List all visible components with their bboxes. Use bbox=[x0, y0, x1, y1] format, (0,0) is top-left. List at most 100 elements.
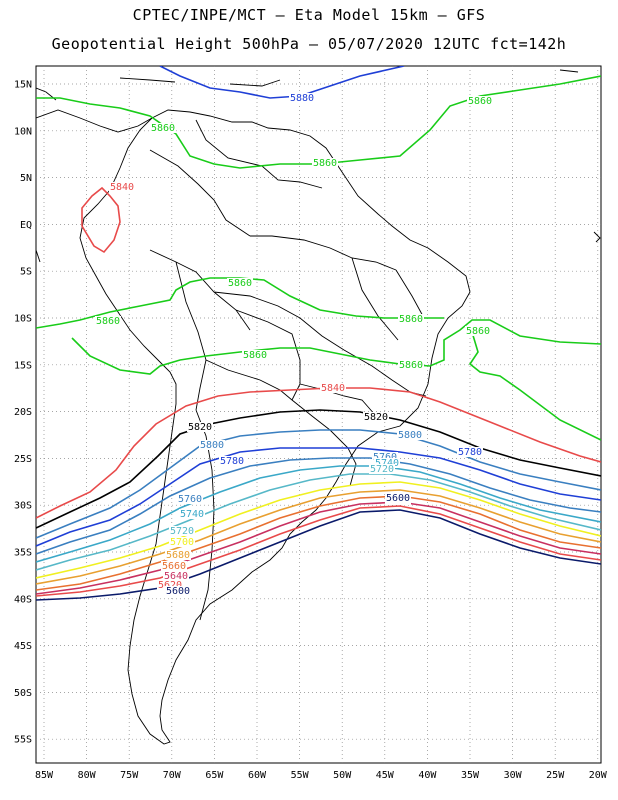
lat-tick-label: 5S bbox=[20, 267, 32, 278]
contour-label-5840: 5840 bbox=[321, 383, 345, 394]
contour-label-5860: 5860 bbox=[399, 360, 423, 371]
contour-label-background bbox=[372, 452, 398, 462]
contour-label-5640: 5640 bbox=[164, 571, 188, 582]
contour-label-background bbox=[177, 494, 203, 504]
latitude-tick-labels: 15N 10N 5N EQ 5S 10S 15S 20S 25S 30S 35S 40S 45S 50S 5… bbox=[14, 80, 32, 746]
lon-tick-label: 85W bbox=[35, 770, 54, 781]
contour-label-background bbox=[457, 447, 483, 457]
contour-label-background bbox=[289, 93, 315, 103]
lat-tick-label: 5N bbox=[20, 173, 32, 184]
contour-5640 bbox=[36, 501, 601, 595]
lat-lon-grid bbox=[36, 66, 601, 763]
contour-label-5720: 5720 bbox=[370, 464, 394, 475]
contour-label-5760: 5760 bbox=[373, 452, 397, 463]
lon-tick-label: 80W bbox=[78, 770, 97, 781]
lon-tick-label: 35W bbox=[461, 770, 480, 781]
lon-tick-label: 25W bbox=[546, 770, 565, 781]
contour-label-background bbox=[465, 326, 491, 336]
contour-label-5860: 5860 bbox=[468, 96, 492, 107]
contour-label-5740: 5740 bbox=[375, 458, 399, 469]
contour-label-5840: 5840 bbox=[110, 182, 134, 193]
contour-label-5860: 5860 bbox=[399, 314, 423, 325]
lat-tick-label: 10S bbox=[14, 314, 32, 325]
contour-label-5800: 5800 bbox=[398, 430, 422, 441]
contour-label-5600: 5600 bbox=[166, 586, 190, 597]
contour-label-background bbox=[242, 350, 268, 360]
contour-label-5880: 5880 bbox=[290, 93, 314, 104]
contour-label-background bbox=[398, 314, 424, 324]
chart-subtitle: Geopotential Height 500hPa – 05/07/2020 … bbox=[51, 35, 567, 53]
contour-label-5660: 5660 bbox=[162, 561, 186, 572]
lon-tick-label: 50W bbox=[333, 770, 352, 781]
lon-tick-label: 75W bbox=[120, 770, 139, 781]
lat-tick-label: 45S bbox=[14, 641, 32, 652]
contour-label-5700: 5700 bbox=[170, 537, 194, 548]
map-frame bbox=[35, 65, 602, 764]
lon-tick-label: 40W bbox=[418, 770, 437, 781]
contour-label-background bbox=[227, 278, 253, 288]
contour-label-background bbox=[363, 412, 389, 422]
contour-label-5600: 5600 bbox=[386, 493, 410, 504]
lon-tick-label: 70W bbox=[163, 770, 182, 781]
contour-5880 bbox=[159, 66, 405, 99]
south-america-coast bbox=[79, 109, 471, 745]
lat-tick-label: 35S bbox=[14, 548, 32, 559]
lat-tick-label: EQ bbox=[20, 220, 32, 231]
contour-label-5860: 5860 bbox=[243, 350, 267, 361]
contour-5800 bbox=[36, 429, 601, 539]
lon-tick-label: 60W bbox=[248, 770, 267, 781]
contour-label-5620: 5620 bbox=[158, 580, 182, 591]
lat-tick-label: 15S bbox=[14, 360, 32, 371]
contour-5680 bbox=[36, 489, 601, 585]
contour-label-background bbox=[374, 458, 400, 468]
lat-tick-label: 15N bbox=[14, 80, 32, 91]
lon-tick-label: 30W bbox=[504, 770, 523, 781]
contour-label-background bbox=[165, 550, 191, 560]
lat-tick-label: 20S bbox=[14, 407, 32, 418]
contour-label-background bbox=[312, 158, 338, 168]
lon-tick-label: 55W bbox=[291, 770, 310, 781]
lat-tick-label: 10N bbox=[14, 126, 32, 137]
contour-5840 bbox=[36, 387, 601, 519]
contour-label-background bbox=[161, 561, 187, 571]
lon-tick-label: 45W bbox=[376, 770, 395, 781]
longitude-tick-labels: 85W 80W 75W 70W 65W 60W 55W 50W 45W 40W 35W 30W 25W 2… bbox=[35, 770, 608, 781]
contour-label-background bbox=[157, 580, 183, 590]
lat-tick-label: 55S bbox=[14, 735, 32, 746]
contour-label-5860: 5860 bbox=[228, 278, 252, 289]
contour-label-background bbox=[219, 456, 245, 466]
contour-label-background bbox=[169, 526, 195, 536]
contour-5780 bbox=[36, 447, 601, 547]
chart-title: CPTEC/INPE/MCT – Eta Model 15km – GFS bbox=[132, 6, 486, 24]
contour-label-5860: 5860 bbox=[96, 316, 120, 327]
contour-label-background bbox=[320, 383, 346, 393]
lon-tick-label: 65W bbox=[205, 770, 224, 781]
contour-label-background bbox=[169, 537, 195, 547]
contour-label-5680: 5680 bbox=[166, 550, 190, 561]
central-america-coast bbox=[36, 109, 153, 133]
lat-tick-label: 40S bbox=[14, 594, 32, 605]
contour-label-background bbox=[165, 586, 191, 596]
contour-label-5860: 5860 bbox=[466, 326, 490, 337]
contour-label-background bbox=[109, 182, 135, 192]
contour-label-background bbox=[467, 96, 493, 106]
contour-5700 bbox=[36, 481, 601, 579]
contour-label-5820: 5820 bbox=[364, 412, 388, 423]
contour-label-background bbox=[369, 464, 395, 474]
contour-5720 bbox=[36, 473, 601, 571]
lat-tick-label: 50S bbox=[14, 688, 32, 699]
contour-5600 bbox=[36, 509, 601, 601]
contour-label-5800: 5800 bbox=[200, 440, 224, 451]
contour-label-background bbox=[397, 430, 423, 440]
coastline bbox=[36, 69, 601, 745]
contour-label-5740: 5740 bbox=[180, 509, 204, 520]
contour-label-5860: 5860 bbox=[313, 158, 337, 169]
contour-label-background bbox=[150, 123, 176, 133]
contour-5620 bbox=[36, 505, 601, 597]
contour-label-5780: 5780 bbox=[220, 456, 244, 467]
contour-label-5820: 5820 bbox=[188, 422, 212, 433]
contour-label-background bbox=[95, 316, 121, 326]
contour-5760 bbox=[36, 457, 601, 555]
contour-5740 bbox=[36, 465, 601, 563]
